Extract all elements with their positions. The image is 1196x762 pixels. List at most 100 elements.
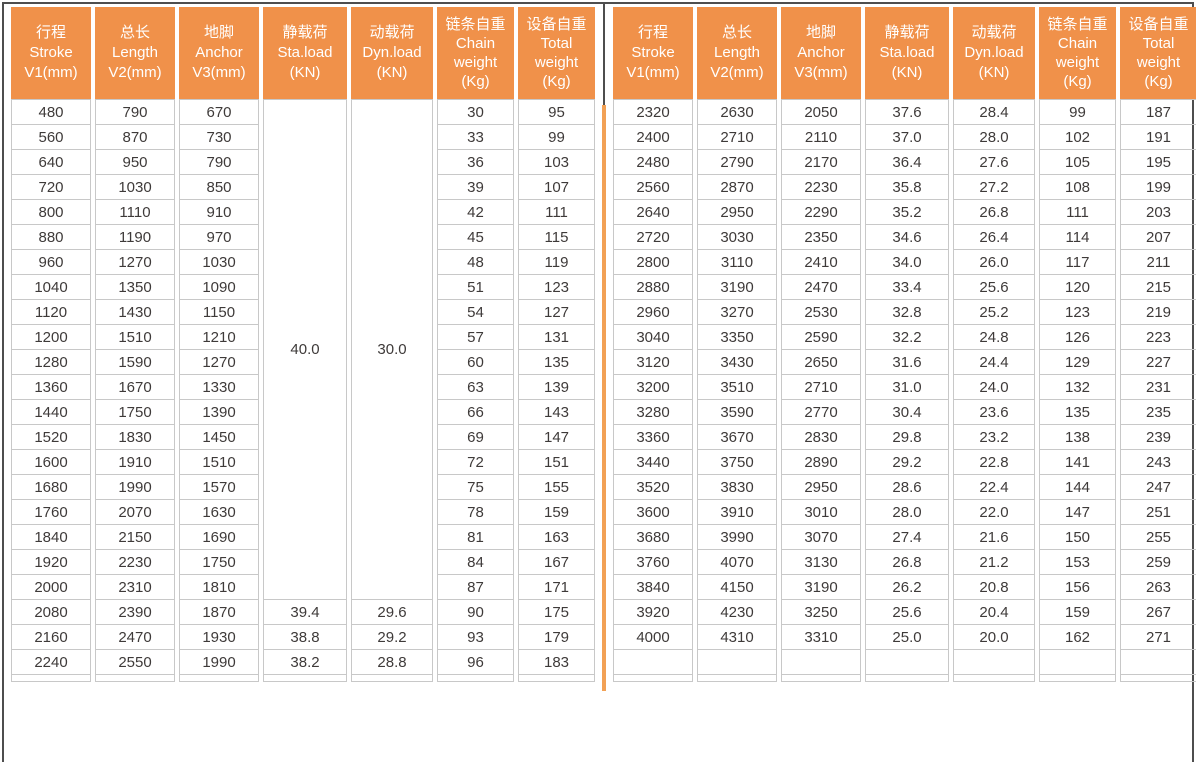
cell-chain-weight: 75 [437, 475, 514, 500]
cell-chain-weight: 63 [437, 375, 514, 400]
header-line: 设备自重 [1128, 16, 1189, 33]
cell-chain-weight: 69 [437, 425, 514, 450]
cell-total-weight: 219 [1120, 300, 1196, 325]
cell-sta-load: 36.4 [865, 150, 949, 175]
cell-length: 1350 [95, 275, 175, 300]
cell-length: 790 [95, 99, 175, 125]
cell-chain-weight: 138 [1039, 425, 1116, 450]
cell-stroke: 960 [11, 250, 91, 275]
cell-total-weight: 207 [1120, 225, 1196, 250]
cell-chain-weight: 66 [437, 400, 514, 425]
cell-length: 1110 [95, 200, 175, 225]
cell-dyn-load: 22.0 [953, 500, 1035, 525]
header-line: 静载荷 [282, 24, 328, 41]
cell-chain-weight: 123 [1039, 300, 1116, 325]
header-line: V1(mm) [24, 64, 78, 81]
cell-chain-weight: 114 [1039, 225, 1116, 250]
cell-anchor: 2830 [781, 425, 861, 450]
cell-stroke: 1920 [11, 550, 91, 575]
cell-empty [179, 675, 259, 682]
cell-stroke: 3920 [613, 600, 693, 625]
cell-anchor: 670 [179, 99, 259, 125]
cell-stroke: 3200 [613, 375, 693, 400]
cell-total-weight: 195 [1120, 150, 1196, 175]
cell-chain-weight: 99 [1039, 99, 1116, 125]
cell-total-weight: 199 [1120, 175, 1196, 200]
cell-dyn-load: 27.6 [953, 150, 1035, 175]
cell-length: 2390 [95, 600, 175, 625]
cell-stroke: 3280 [613, 400, 693, 425]
cell-anchor: 2410 [781, 250, 861, 275]
cell-length: 2710 [697, 125, 777, 150]
header-line: (KN) [978, 64, 1010, 81]
table-row: 3600 3910 3010 28.0 22.0 147 251 [613, 500, 1196, 525]
cell-total-weight: 151 [518, 450, 595, 475]
cell-total-weight: 99 [518, 125, 595, 150]
header-line: Sta.load [277, 44, 333, 61]
cell-chain-weight: 48 [437, 250, 514, 275]
cell-total-weight: 111 [518, 200, 595, 225]
cell-chain-weight: 132 [1039, 375, 1116, 400]
table-row: 1120 1430 1150 54 127 [11, 300, 595, 325]
cell-length: 1030 [95, 175, 175, 200]
cell-stroke: 1200 [11, 325, 91, 350]
header-sta-load-left: 静载荷 Sta.load (KN) [263, 7, 347, 99]
cell-sta-load: 25.6 [865, 600, 949, 625]
cell-total-weight: 211 [1120, 250, 1196, 275]
cell-sta-load: 35.2 [865, 200, 949, 225]
cell-empty [518, 675, 595, 682]
cell-length: 2230 [95, 550, 175, 575]
header-anchor-left: 地脚 Anchor V3(mm) [179, 7, 259, 99]
cell-total-weight: 271 [1120, 625, 1196, 650]
cell-length: 3030 [697, 225, 777, 250]
cell-stroke: 480 [11, 99, 91, 125]
cell-stroke: 2880 [613, 275, 693, 300]
cell-anchor: 1570 [179, 475, 259, 500]
cell-dyn-load: 28.8 [351, 650, 433, 675]
cell-length: 3990 [697, 525, 777, 550]
cell-length: 2790 [697, 150, 777, 175]
cell-length: 3750 [697, 450, 777, 475]
cell-total-weight: 243 [1120, 450, 1196, 475]
cell-anchor: 1330 [179, 375, 259, 400]
cell-sta-load: 34.6 [865, 225, 949, 250]
cell-anchor: 3250 [781, 600, 861, 625]
cell-stroke: 1760 [11, 500, 91, 525]
cell-length: 3110 [697, 250, 777, 275]
cell-chain-weight: 162 [1039, 625, 1116, 650]
cell-anchor: 1750 [179, 550, 259, 575]
cell-total-weight: 159 [518, 500, 595, 525]
header-line: 静载荷 [884, 24, 930, 41]
cell-dyn-load: 23.2 [953, 425, 1035, 450]
cell-length: 1190 [95, 225, 175, 250]
cell-sta-load: 39.4 [263, 600, 347, 625]
cell-chain-weight: 60 [437, 350, 514, 375]
header-stroke-left: 行程 Stroke V1(mm) [11, 7, 91, 99]
cell-length: 3830 [697, 475, 777, 500]
header-line: V2(mm) [710, 64, 764, 81]
cell-stroke: 4000 [613, 625, 693, 650]
cell-dyn-load: 28.4 [953, 99, 1035, 125]
header-line: 行程 [35, 24, 66, 41]
cell-anchor: 2890 [781, 450, 861, 475]
cell-anchor: 1210 [179, 325, 259, 350]
cell-chain-weight: 54 [437, 300, 514, 325]
cell-empty [11, 675, 91, 682]
table-row: 1200 1510 1210 57 131 [11, 325, 595, 350]
cell-empty [613, 675, 693, 682]
cell-anchor: 1450 [179, 425, 259, 450]
cell-chain-weight: 36 [437, 150, 514, 175]
cell-anchor: 1390 [179, 400, 259, 425]
cell-dyn-load-merged: 30.0 [351, 99, 433, 600]
table-row: 2880 3190 2470 33.4 25.6 120 215 [613, 275, 1196, 300]
cell-anchor: 1090 [179, 275, 259, 300]
cell-dyn-load: 20.0 [953, 625, 1035, 650]
table-row: 960 1270 1030 48 119 [11, 250, 595, 275]
cell-anchor: 3010 [781, 500, 861, 525]
cell-stroke: 2720 [613, 225, 693, 250]
cell-chain-weight: 57 [437, 325, 514, 350]
spec-table-layout: 行程 Stroke V1(mm) 总长 Length V2(mm) 地脚 Anchor V3(m… [7, 4, 1196, 691]
cell-length: 3670 [697, 425, 777, 450]
cell-total-weight: 103 [518, 150, 595, 175]
cell-anchor: 1810 [179, 575, 259, 600]
